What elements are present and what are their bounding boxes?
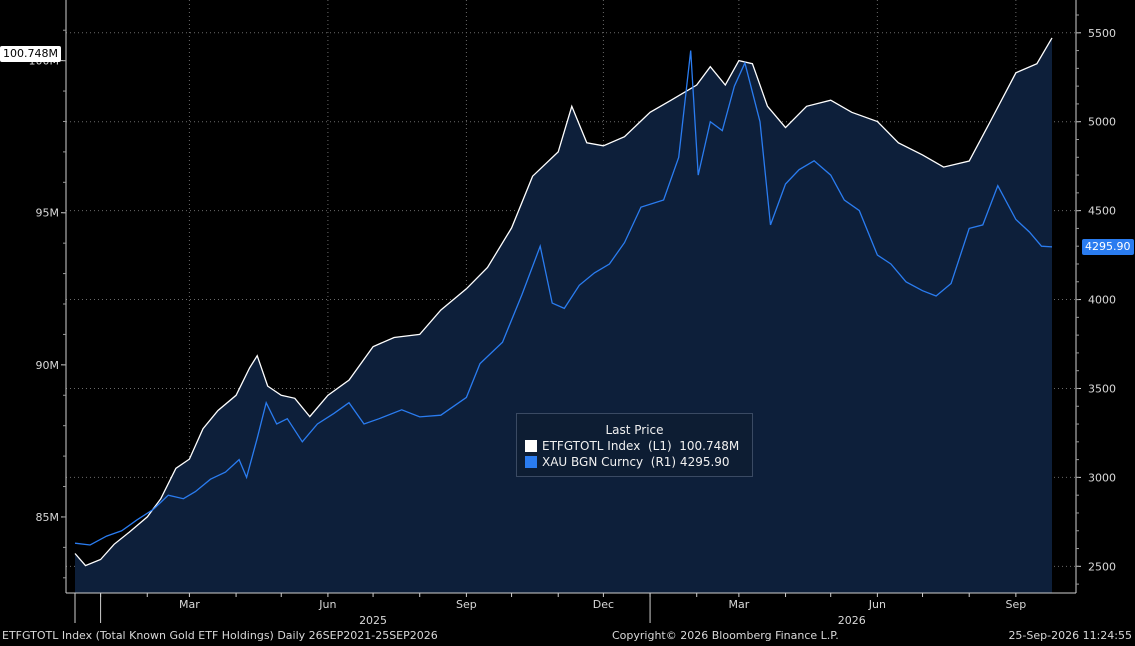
legend-entry-etf: ETFGTOTL Index (L1) 100.748M bbox=[525, 438, 752, 454]
etf-holdings-line bbox=[74, 37, 1053, 567]
right-tick-label: 5000 bbox=[1088, 116, 1116, 129]
x-year-label: 2025 bbox=[359, 614, 387, 627]
right-tick-label: 3000 bbox=[1088, 471, 1116, 484]
footer-timestamp: 25-Sep-2026 11:24:55 bbox=[1008, 629, 1132, 642]
legend-swatch-xau bbox=[525, 456, 537, 468]
right-tick-label: 5500 bbox=[1088, 27, 1116, 40]
left-tick-label: 85M bbox=[36, 511, 60, 524]
x-month-label: Mar bbox=[179, 598, 200, 611]
x-month-label: Sep bbox=[456, 598, 477, 611]
x-month-label: Jun bbox=[318, 598, 336, 611]
left-tick-label: 90M bbox=[36, 359, 60, 372]
right-axis: 2500 3000 3500 4000 4500 5000 5500 bbox=[1076, 14, 1116, 585]
gold-price-line bbox=[74, 50, 1053, 546]
legend: Last Price ETFGTOTL Index (L1) 100.748M … bbox=[516, 413, 753, 477]
footer-copyright: Copyright© 2026 Bloomberg Finance L.P. bbox=[612, 629, 839, 642]
right-tick-label: 4500 bbox=[1088, 205, 1116, 218]
right-last-value-badge: 4295.90 bbox=[1082, 239, 1134, 255]
x-month-label: Sep bbox=[1006, 598, 1027, 611]
legend-swatch-etf bbox=[525, 440, 537, 452]
right-tick-label: 4000 bbox=[1088, 294, 1116, 307]
left-last-value-badge: 100.748M bbox=[0, 46, 61, 62]
legend-title: Last Price bbox=[605, 423, 664, 437]
x-month-label: Dec bbox=[593, 598, 614, 611]
etf-holdings-area bbox=[75, 37, 1052, 593]
left-tick-label: 95M bbox=[36, 207, 60, 220]
footer-description: ETFGTOTL Index (Total Known Gold ETF Hol… bbox=[2, 629, 438, 642]
legend-label-xau: XAU BGN Curncy (R1) 4295.90 bbox=[542, 455, 730, 469]
right-tick-label: 3500 bbox=[1088, 382, 1116, 395]
x-year-label: 2026 bbox=[838, 614, 866, 627]
x-axis: Mar Jun Sep Dec Mar Jun Sep 2025 2026 bbox=[74, 593, 1027, 627]
left-axis: 85M90M95M100M bbox=[29, 29, 66, 579]
legend-entry-xau: XAU BGN Curncy (R1) 4295.90 bbox=[525, 454, 752, 470]
x-month-label: Mar bbox=[728, 598, 749, 611]
right-tick-label: 2500 bbox=[1088, 560, 1116, 573]
plot-frame bbox=[65, 0, 1077, 594]
x-month-label: Jun bbox=[868, 598, 886, 611]
legend-label-etf: ETFGTOTL Index (L1) 100.748M bbox=[542, 439, 740, 453]
